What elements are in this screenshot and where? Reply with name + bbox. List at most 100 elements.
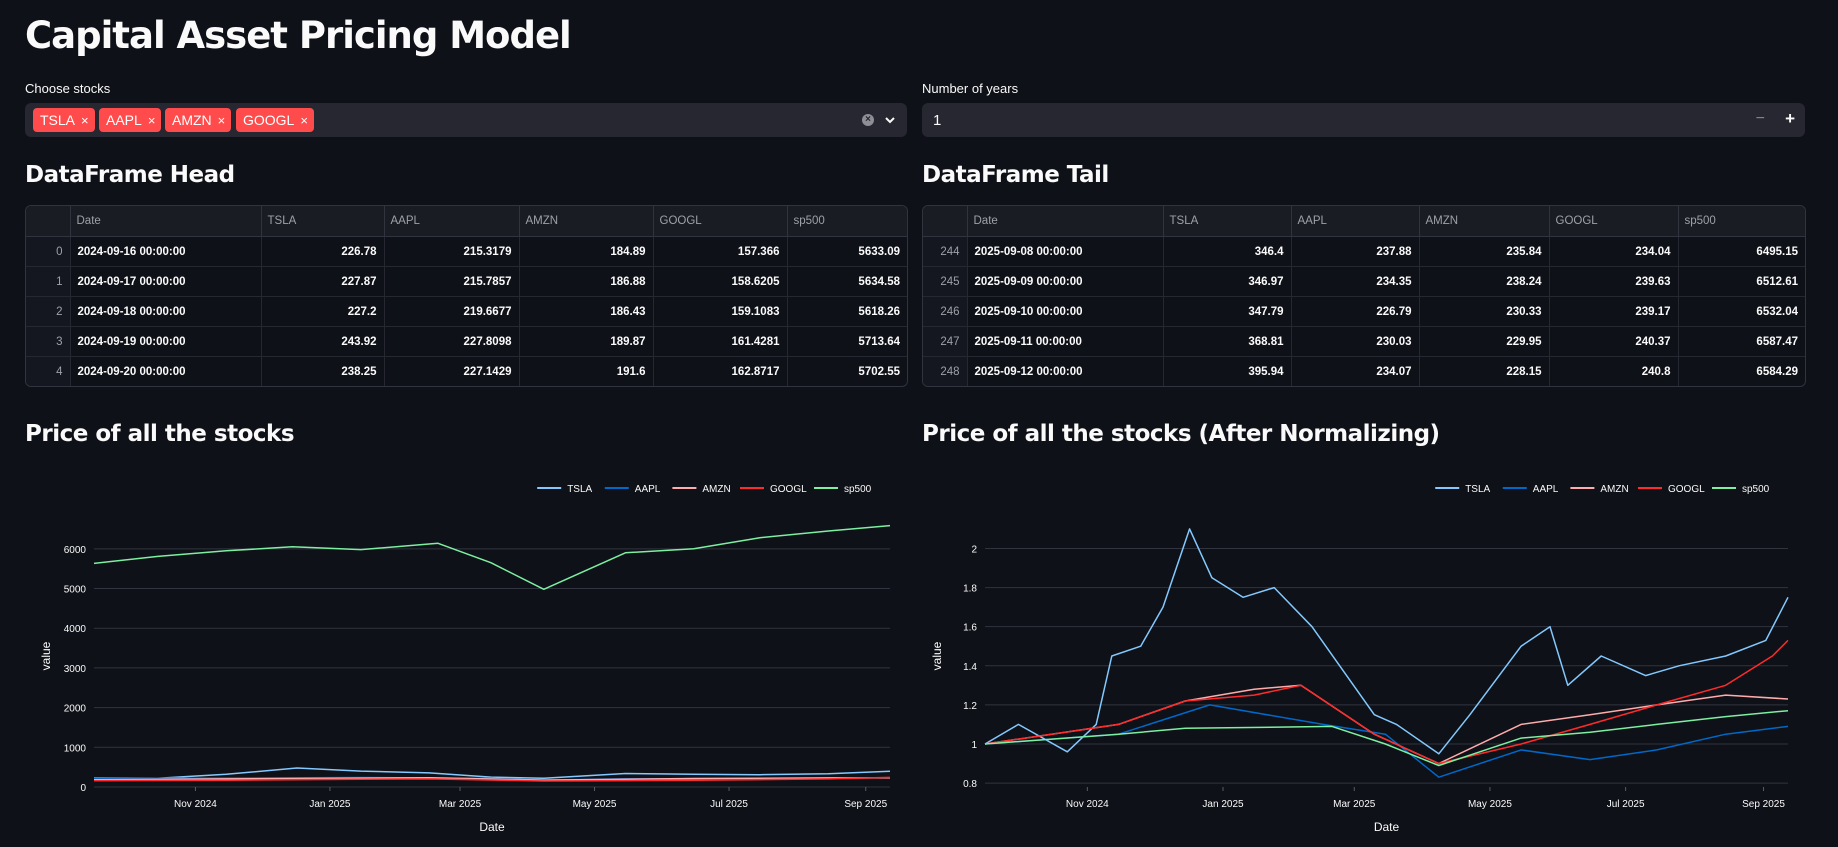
table-cell[interactable]: 234.35: [1291, 266, 1420, 297]
table-cell[interactable]: 395.94: [1163, 356, 1292, 386]
table-cell[interactable]: 6512.61: [1678, 266, 1805, 297]
table-row[interactable]: 3 2024-09-19 00:00:00 243.92 227.8098 189.87…: [26, 326, 907, 357]
table-cell[interactable]: 159.1083: [653, 296, 788, 327]
table-cell[interactable]: 235.84: [1419, 236, 1550, 267]
table-cell[interactable]: 346.4: [1163, 236, 1292, 267]
table-cell[interactable]: 158.6205: [653, 266, 788, 297]
table-cell[interactable]: 2024-09-17 00:00:00: [70, 266, 262, 297]
table-cell[interactable]: 5633.09: [787, 236, 907, 267]
column-header[interactable]: GOOGL: [653, 206, 788, 237]
table-cell[interactable]: 226.79: [1291, 296, 1420, 327]
series-line-googl[interactable]: [93, 776, 891, 782]
table-cell[interactable]: 243.92: [261, 326, 385, 357]
chip-tsla[interactable]: TSLA ×: [33, 108, 95, 132]
table-cell[interactable]: 2025-09-11 00:00:00: [967, 326, 1164, 357]
chip-remove-icon[interactable]: ×: [217, 112, 226, 128]
table-cell[interactable]: 186.88: [519, 266, 654, 297]
row-index-cell[interactable]: 247: [923, 326, 968, 357]
table-cell[interactable]: 346.97: [1163, 266, 1292, 297]
table-cell[interactable]: 2025-09-08 00:00:00: [967, 236, 1164, 267]
table-cell[interactable]: 234.07: [1291, 356, 1420, 386]
table-cell[interactable]: 6584.29: [1756, 365, 1798, 378]
row-index-cell[interactable]: 1: [26, 266, 71, 297]
chip-remove-icon[interactable]: ×: [147, 112, 156, 128]
table-cell[interactable]: 368.81: [1163, 326, 1292, 357]
row-index-cell[interactable]: 245: [923, 266, 968, 297]
table-cell[interactable]: 2024-09-20 00:00:00: [70, 356, 262, 386]
table-cell[interactable]: 5702.55: [858, 365, 900, 378]
table-cell[interactable]: 230.33: [1419, 296, 1550, 327]
index-header[interactable]: [26, 206, 71, 237]
table-cell[interactable]: 227.2: [261, 296, 385, 327]
table-cell[interactable]: 228.15: [1419, 356, 1550, 386]
table-cell[interactable]: 2024-09-19 00:00:00: [70, 326, 262, 357]
chip-aapl[interactable]: AAPL ×: [99, 108, 162, 132]
index-header[interactable]: [923, 206, 968, 237]
column-header[interactable]: sp500: [787, 206, 907, 237]
row-index-cell[interactable]: 2: [26, 296, 71, 327]
table-cell[interactable]: 215.3179: [384, 236, 520, 267]
table-cell[interactable]: 239.63: [1549, 266, 1679, 297]
table-cell[interactable]: 2025-09-09 00:00:00: [967, 266, 1164, 297]
table-row[interactable]: 246 2025-09-10 00:00:00 347.79 226.79 230.33…: [923, 296, 1805, 327]
table-cell[interactable]: 227.1429: [384, 356, 520, 386]
table-cell[interactable]: 347.79: [1163, 296, 1292, 327]
series-line-sp500[interactable]: [93, 524, 891, 591]
column-header[interactable]: AAPL: [384, 206, 520, 237]
series-line-amzn[interactable]: [93, 776, 890, 781]
series-line-aapl[interactable]: [984, 704, 1789, 778]
chevron-down-icon[interactable]: [883, 113, 897, 127]
chip-remove-icon[interactable]: ×: [300, 112, 308, 128]
row-index-cell[interactable]: 248: [923, 356, 968, 386]
table-cell[interactable]: 240.37: [1549, 326, 1679, 357]
row-index-cell[interactable]: 4: [26, 356, 71, 386]
table-cell[interactable]: 6587.47: [1678, 326, 1805, 357]
stock-multiselect[interactable]: TSLA × AAPL × AMZN × GOOGL × ×: [25, 103, 907, 137]
table-row[interactable]: 0 2024-09-16 00:00:00 226.78 215.3179 184.89…: [26, 236, 907, 267]
table-cell[interactable]: 226.78: [261, 236, 385, 267]
table-row[interactable]: 244 2025-09-08 00:00:00 346.4 237.88 235.84 2…: [923, 236, 1805, 267]
column-header[interactable]: AMZN: [519, 206, 654, 237]
table-cell[interactable]: 227.8098: [384, 326, 520, 357]
table-cell[interactable]: 5713.64: [787, 326, 907, 357]
column-header[interactable]: TSLA: [261, 206, 385, 237]
table-cell[interactable]: 238.25: [261, 356, 385, 386]
series-line-amzn[interactable]: [984, 684, 1789, 765]
column-header[interactable]: AAPL: [1291, 206, 1420, 237]
table-cell[interactable]: 240.8: [1549, 356, 1679, 386]
tail-table[interactable]: Date TSLA AAPL AMZN GOOGL sp500 244 2025-…: [922, 205, 1806, 387]
table-row[interactable]: 245 2025-09-09 00:00:00 346.97 234.35 238.24…: [923, 266, 1805, 297]
table-cell[interactable]: 5634.58: [787, 266, 907, 297]
column-header[interactable]: Date: [967, 206, 1164, 237]
row-index-cell[interactable]: 3: [26, 326, 71, 357]
table-row[interactable]: 4 2024-09-20 00:00:00 238.25 227.1429 191.6 1…: [26, 356, 907, 386]
price-line-chart[interactable]: 0 1000 2000 3000 4000 5000 6000 Nov 2024 Jan 202…: [0, 470, 915, 847]
table-cell[interactable]: 238.24: [1419, 266, 1550, 297]
column-header[interactable]: Date: [70, 206, 262, 237]
table-cell[interactable]: 215.7857: [384, 266, 520, 297]
chip-googl[interactable]: GOOGL ×: [236, 108, 314, 132]
column-header[interactable]: TSLA: [1163, 206, 1292, 237]
normalized-line-chart[interactable]: 0.8 1 1.2 1.4 1.6 1.8 2 Nov 2024 Jan 2025 Mar 202…: [915, 470, 1838, 847]
table-cell[interactable]: 227.87: [261, 266, 385, 297]
table-row[interactable]: 247 2025-09-11 00:00:00 368.81 230.03 229.95…: [923, 326, 1805, 357]
table-cell[interactable]: 2024-09-16 00:00:00: [70, 236, 262, 267]
table-cell[interactable]: 2024-09-18 00:00:00: [70, 296, 262, 327]
series-line-sp500[interactable]: [984, 709, 1789, 767]
row-index-cell[interactable]: 246: [923, 296, 968, 327]
years-value[interactable]: 1: [933, 112, 942, 129]
table-cell[interactable]: 184.89: [519, 236, 654, 267]
row-index-cell[interactable]: 244: [923, 236, 968, 267]
table-cell[interactable]: 6532.04: [1678, 296, 1805, 327]
table-cell[interactable]: 161.4281: [653, 326, 788, 357]
table-cell[interactable]: 230.03: [1291, 326, 1420, 357]
table-cell[interactable]: 229.95: [1419, 326, 1550, 357]
table-cell[interactable]: 219.6677: [384, 296, 520, 327]
increment-button[interactable]: +: [1785, 109, 1795, 128]
clear-all-icon[interactable]: ×: [862, 114, 874, 126]
table-cell[interactable]: 234.04: [1549, 236, 1679, 267]
series-line-tsla[interactable]: [984, 528, 1789, 755]
table-cell[interactable]: 5618.26: [787, 296, 907, 327]
table-row[interactable]: 248 2025-09-12 00:00:00 395.94 234.07 228.15…: [923, 356, 1805, 386]
years-number-input[interactable]: 1 − +: [922, 103, 1805, 137]
